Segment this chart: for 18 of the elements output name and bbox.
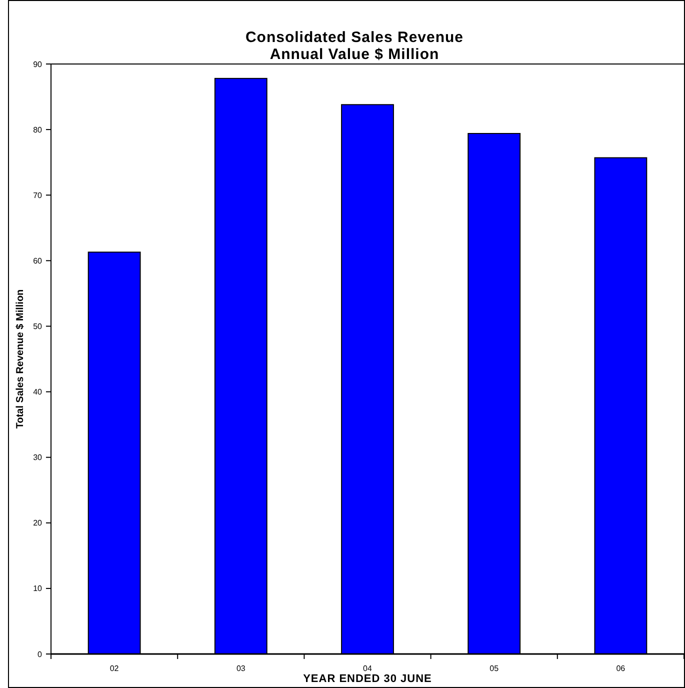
y-tick-label: 70 [33,190,43,200]
y-tick-label: 40 [33,388,43,397]
y-tick-label: 0 [38,650,43,659]
y-axis-title: Total Sales Revenue $ Million [15,289,26,429]
y-tick-label: 60 [33,256,43,266]
y-tick-label: 50 [33,322,43,332]
y-tick-label: 30 [33,453,43,462]
x-axis-title: YEAR ENDED 30 JUNE [303,673,432,685]
chart-title: Consolidated Sales Revenue Annual Value $ Million [245,29,464,63]
x-tick-label: 03 [236,664,246,673]
x-tick-label: 06 [616,664,626,673]
y-tick-label: 80 [33,125,43,134]
x-tick-label: 02 [110,664,120,673]
y-tick-label: 90 [33,60,43,69]
x-tick-label: 04 [363,664,372,673]
x-tick-label: 05 [490,664,500,673]
y-tick-label: 10 [33,584,43,594]
y-tick-label: 20 [33,518,43,528]
